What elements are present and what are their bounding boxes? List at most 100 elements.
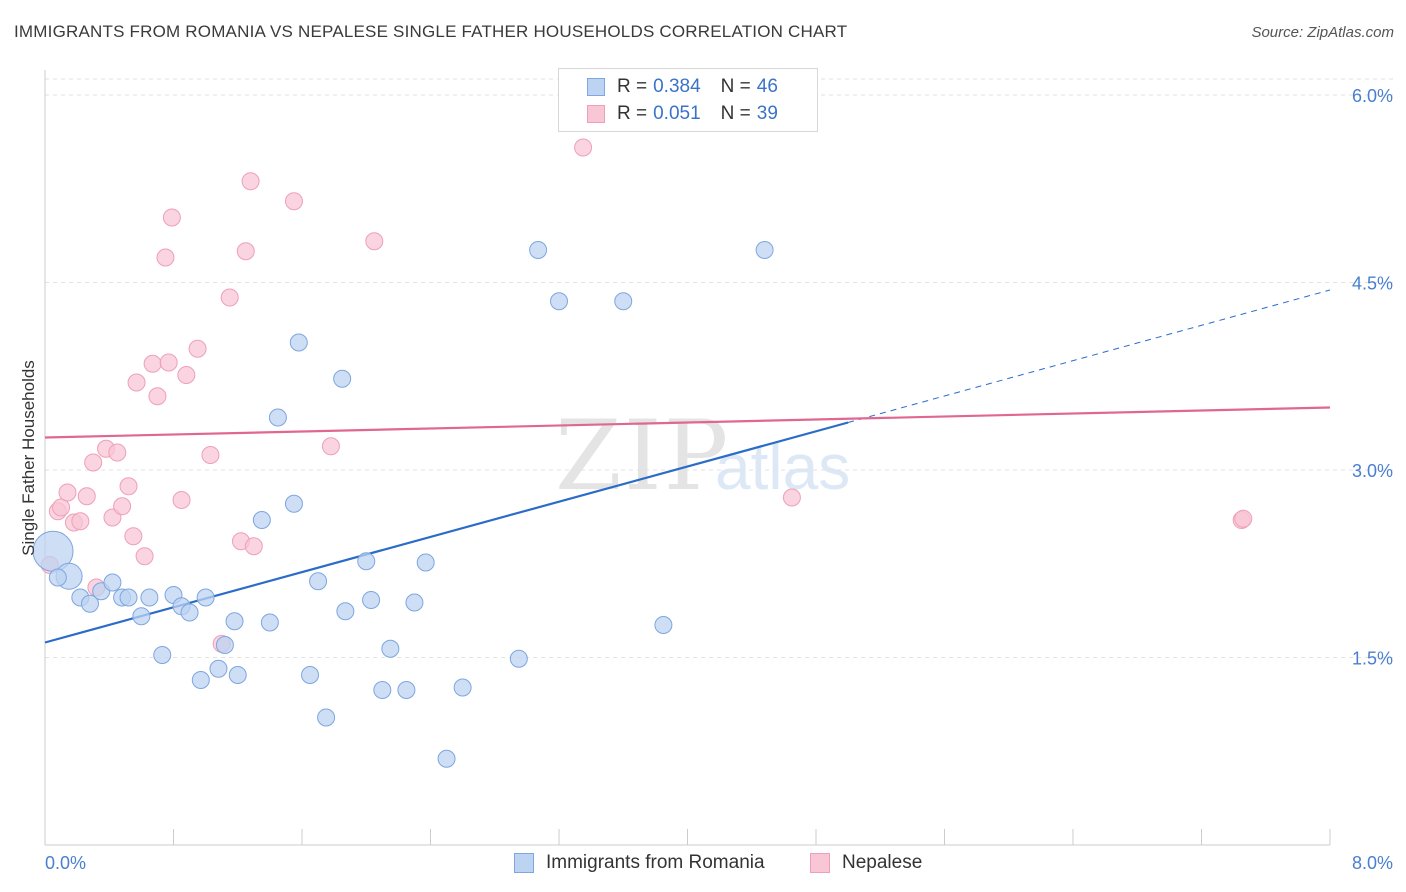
grid-lines <box>45 78 1395 658</box>
romania-point <box>153 646 172 664</box>
nepalese-point <box>574 138 593 157</box>
nepalese-swatch <box>587 105 605 123</box>
romania-point <box>180 603 199 622</box>
nepalese-point <box>143 354 162 373</box>
romania-point <box>215 636 234 654</box>
nepalese-point <box>159 353 178 372</box>
romania-point <box>48 568 67 587</box>
y-tick-label: 3.0% <box>1352 461 1393 481</box>
nepalese-point <box>201 446 220 464</box>
nepalese-point <box>52 498 71 517</box>
romania-point <box>453 678 472 697</box>
romania-point <box>284 494 303 513</box>
romania-point <box>289 333 308 352</box>
romania-point <box>550 292 568 311</box>
n-label: N = <box>720 103 751 124</box>
nepalese-point <box>84 453 103 472</box>
nepalese-point <box>321 437 340 456</box>
nepalese-point <box>172 491 191 509</box>
romania-point <box>437 749 456 768</box>
nepalese-point <box>284 192 303 211</box>
romania-point <box>614 292 633 311</box>
nepalese-point <box>119 477 138 496</box>
romania-point <box>191 671 210 689</box>
legend-item-romania[interactable]: Immigrants from Romania <box>514 852 765 874</box>
romania-point <box>373 681 392 699</box>
romania-swatch <box>514 853 534 873</box>
romania-point <box>196 588 215 607</box>
trend-line-romania <box>44 421 849 644</box>
axis-labels: 1.5% 3.0% 4.5% 6.0% 0.0% 8.0% Single Father Ho… <box>19 86 1393 873</box>
romania-point <box>268 408 287 427</box>
y-axis-label: Single Father Households <box>19 360 38 556</box>
romania-point <box>140 588 159 607</box>
nepalese-point <box>135 547 154 566</box>
romania-point <box>309 572 328 591</box>
data-points <box>32 138 1253 768</box>
nepalese-swatch <box>810 853 830 873</box>
nepalese-point <box>365 232 384 251</box>
trend-lines <box>44 289 1331 644</box>
romania-point <box>529 241 548 259</box>
legend-label-romania: Immigrants from Romania <box>546 852 765 873</box>
watermark-zip: ZIP <box>555 400 731 512</box>
romania-point <box>317 708 336 727</box>
romania-point <box>119 588 138 607</box>
r-value: 0.384 <box>653 76 701 97</box>
x-tick-label-max: 8.0% <box>1352 853 1393 873</box>
romania-point <box>755 241 774 259</box>
romania-point <box>509 649 528 668</box>
romania-point <box>209 659 228 678</box>
correlation-legend: R = 0.384 N = 46 R = 0.051 N = 39 <box>558 68 818 132</box>
n-value: 46 <box>756 76 778 97</box>
nepalese-point <box>188 339 207 358</box>
nepalese-point <box>156 248 175 267</box>
romania-point <box>416 553 435 572</box>
romania-point <box>132 607 151 626</box>
y-tick-label: 1.5% <box>1352 649 1393 669</box>
nepalese-point <box>108 443 127 462</box>
n-value: 39 <box>756 103 778 124</box>
axes <box>44 70 1331 846</box>
nepalese-point <box>148 387 167 406</box>
nepalese-point <box>782 488 801 507</box>
romania-point <box>301 666 320 684</box>
romania-point <box>80 594 99 613</box>
trend-line-romania-extension <box>847 289 1331 423</box>
nepalese-point <box>177 366 196 384</box>
romania-point <box>405 593 424 612</box>
nepalese-point <box>113 497 132 516</box>
nepalese-point <box>71 512 90 531</box>
romania-point <box>252 511 271 529</box>
source-label: Source: ZipAtlas.com <box>1251 24 1394 41</box>
nepalese-point <box>127 373 146 392</box>
romania-point <box>362 591 381 609</box>
y-tick-label: 4.5% <box>1352 274 1393 294</box>
trend-line-nepalese <box>44 406 1331 439</box>
x-tick-label-min: 0.0% <box>45 853 86 873</box>
nepalese-point <box>58 483 77 502</box>
nepalese-point <box>1234 509 1253 528</box>
n-label: N = <box>720 76 751 97</box>
r-value: 0.051 <box>653 103 701 124</box>
chart-title: IMMIGRANTS FROM ROMANIA VS NEPALESE SING… <box>14 22 848 41</box>
romania-point <box>228 666 247 684</box>
series-legend: Immigrants from Romania Nepalese <box>0 852 1406 878</box>
romania-point <box>357 552 376 571</box>
romania-point <box>260 613 279 632</box>
legend-row-nepalese: R = 0.051 N = 39 <box>587 102 784 126</box>
romania-point <box>381 639 400 658</box>
r-label: R = <box>617 76 648 97</box>
nepalese-point <box>220 288 239 307</box>
romania-point <box>397 681 416 699</box>
romania-swatch <box>587 78 605 96</box>
nepalese-point <box>236 242 255 261</box>
r-label: R = <box>617 103 648 124</box>
legend-item-nepalese[interactable]: Nepalese <box>810 852 922 874</box>
romania-point <box>333 369 352 388</box>
y-tick-label: 6.0% <box>1352 86 1393 106</box>
romania-point <box>225 612 244 631</box>
romania-point <box>336 602 355 621</box>
legend-row-romania: R = 0.384 N = 46 <box>587 75 784 99</box>
